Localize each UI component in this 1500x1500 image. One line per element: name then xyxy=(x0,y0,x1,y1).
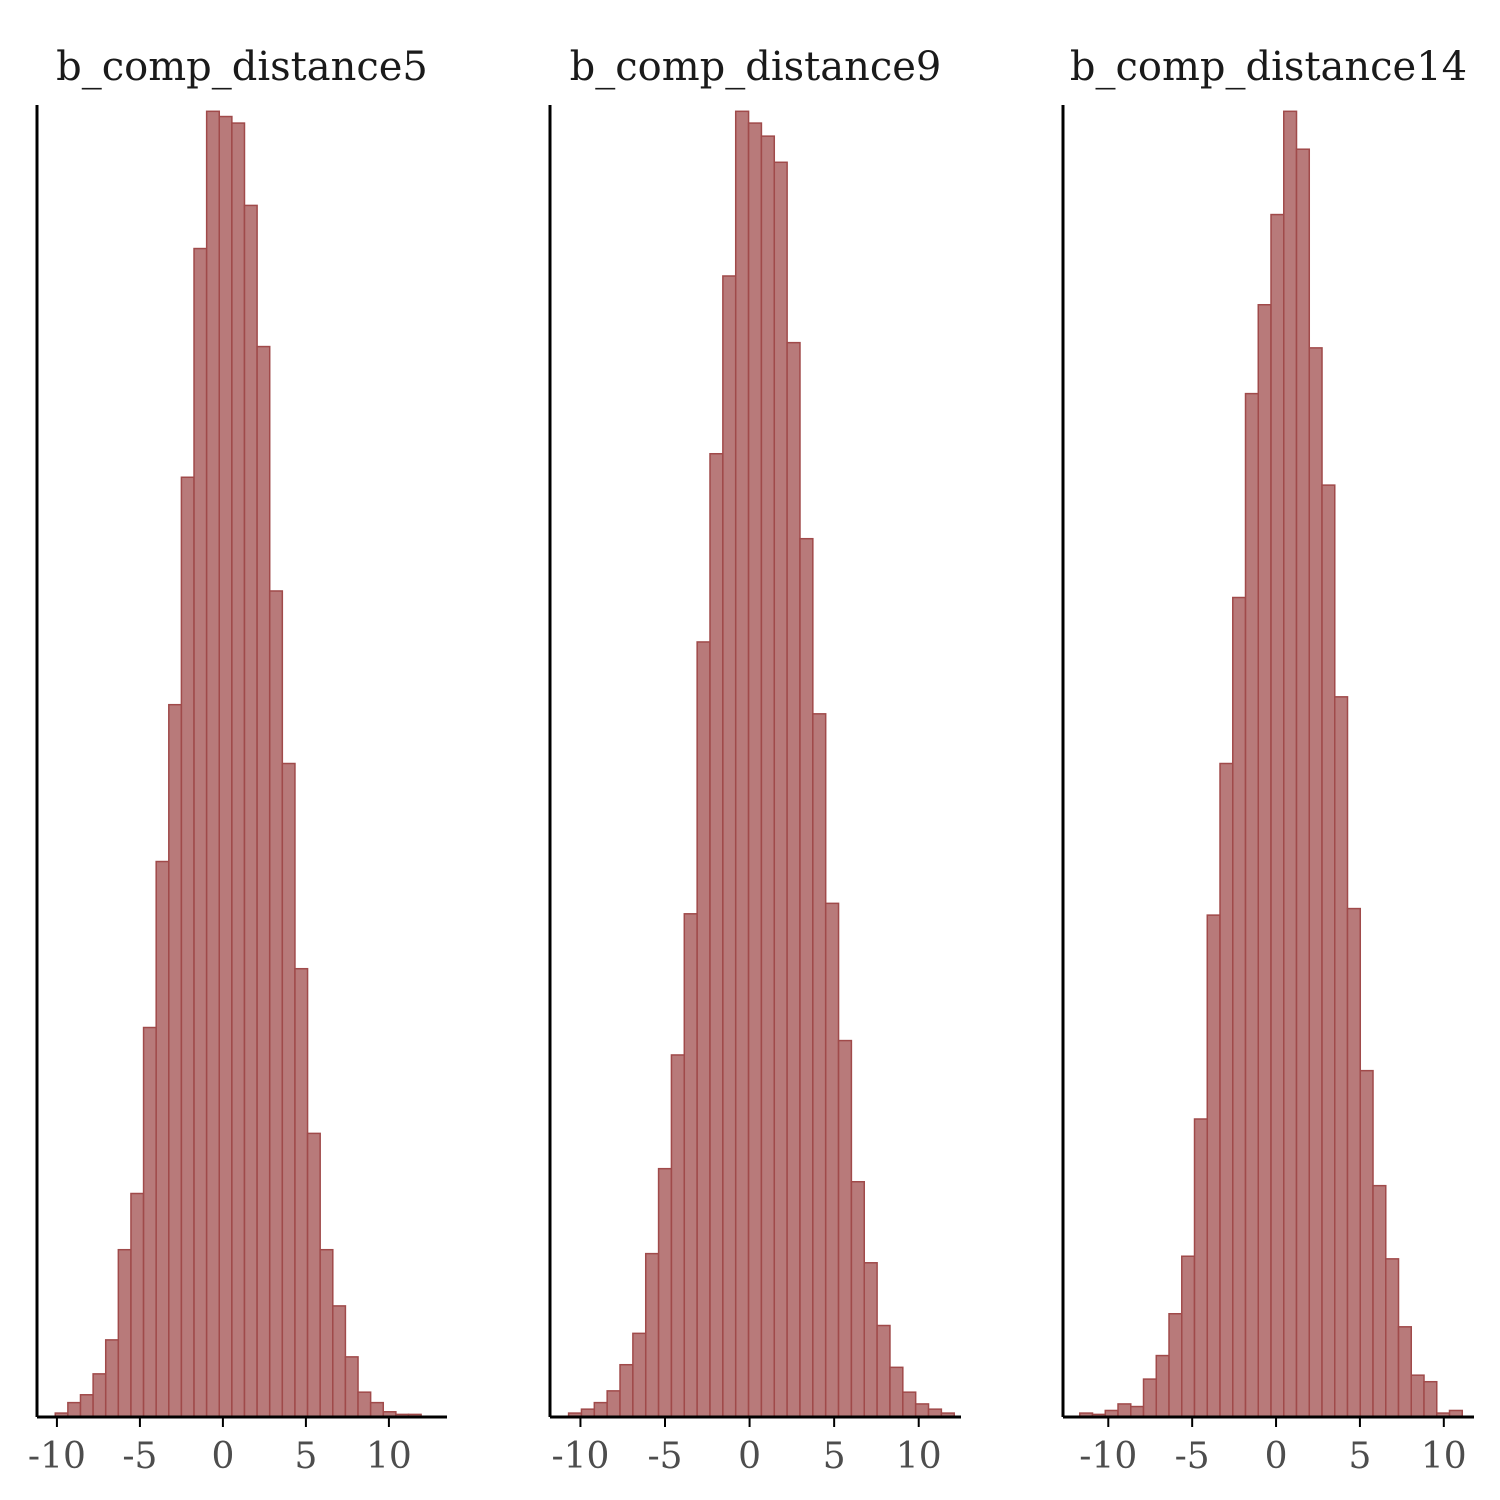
histogram-panel: b_comp_distance5 -10 -5 0 5 10 xyxy=(28,44,447,1477)
histogram-bar xyxy=(369,1401,385,1418)
histogram-bar xyxy=(1257,303,1272,1418)
x-tick-label: 5 xyxy=(823,1436,846,1477)
x-tick-label: -5 xyxy=(122,1436,157,1477)
histogram-bar xyxy=(773,161,788,1418)
histogram-bar xyxy=(850,1180,866,1418)
histogram-bar xyxy=(1346,907,1362,1418)
histogram-bar xyxy=(644,1252,660,1418)
histogram-bar xyxy=(760,135,776,1418)
histogram-bar xyxy=(306,1132,321,1418)
histogram-bar xyxy=(1334,696,1349,1418)
histogram-bar xyxy=(632,1332,647,1418)
histogram-bar xyxy=(180,476,195,1418)
x-tick-label: -10 xyxy=(551,1436,609,1477)
histogram-bar xyxy=(812,713,827,1418)
x-tick-label: -5 xyxy=(647,1436,682,1477)
histogram-bar xyxy=(1168,1312,1183,1418)
histogram-bar xyxy=(824,902,840,1418)
histogram-bar xyxy=(79,1394,94,1418)
histogram-bar xyxy=(709,452,724,1418)
histogram-bar xyxy=(1181,1255,1196,1418)
histogram-bar xyxy=(1397,1326,1413,1418)
x-tick-label: -10 xyxy=(28,1436,86,1477)
histogram-bar xyxy=(1117,1403,1132,1418)
histogram-bar xyxy=(1206,914,1221,1418)
histogram-bar xyxy=(593,1401,608,1418)
histogram-bar xyxy=(1308,347,1323,1418)
histogram-bar xyxy=(1142,1378,1158,1418)
histogram-bar xyxy=(606,1390,621,1418)
histogram-bar xyxy=(1155,1354,1170,1418)
histogram-bar xyxy=(734,110,750,1418)
histogram-panel: b_comp_distance14 -10 -5 0 5 10 xyxy=(1061,44,1474,1477)
panel-title: b_comp_distance9 xyxy=(570,44,942,90)
panel-title: b_comp_distance5 xyxy=(56,44,428,90)
histogram-bar xyxy=(268,590,284,1418)
histogram-bar xyxy=(1130,1405,1145,1418)
x-tick-label: 5 xyxy=(294,1436,317,1477)
x-tick-label: -5 xyxy=(1175,1436,1210,1477)
histogram-bar xyxy=(67,1401,82,1418)
histogram-bar xyxy=(876,1324,891,1418)
histogram-bar xyxy=(130,1192,145,1418)
histogram-bar xyxy=(1270,213,1285,1418)
histogram-bar xyxy=(344,1356,359,1418)
x-tick-label: -10 xyxy=(1079,1436,1137,1477)
x-tick-label: 5 xyxy=(1348,1436,1371,1477)
histogram-bar xyxy=(1232,596,1247,1418)
x-tick-label: 10 xyxy=(366,1436,412,1477)
x-tick-label: 10 xyxy=(1421,1436,1467,1477)
histogram-bar xyxy=(619,1363,634,1418)
histogram-bar xyxy=(142,1026,157,1418)
histogram-bar xyxy=(332,1305,347,1418)
histogram-bar xyxy=(117,1248,132,1418)
histogram-bar xyxy=(168,703,183,1418)
histogram-bar xyxy=(218,115,233,1418)
histogram-bar xyxy=(1219,762,1234,1418)
x-tick-label: 0 xyxy=(1265,1436,1288,1477)
panel-title: b_comp_distance14 xyxy=(1070,44,1467,90)
histogram-bar xyxy=(281,762,296,1418)
histogram-bar xyxy=(696,641,711,1418)
histogram-bar xyxy=(722,275,737,1418)
histogram-bar xyxy=(243,204,258,1418)
histogram-bar xyxy=(1359,1069,1374,1418)
histogram-bar xyxy=(786,341,801,1418)
histogram-bar xyxy=(863,1262,878,1418)
histogram-bar xyxy=(231,122,246,1418)
histogram-bar xyxy=(747,122,763,1418)
histogram-bar xyxy=(657,1167,673,1418)
histogram-bar xyxy=(683,913,698,1418)
histogram-bar xyxy=(799,537,814,1418)
histogram-bar xyxy=(1283,110,1298,1418)
histogram-bar xyxy=(155,860,170,1418)
histogram-bar xyxy=(889,1366,904,1418)
histogram-bar xyxy=(256,345,271,1418)
histogram-bar xyxy=(357,1391,372,1418)
histogram-bar xyxy=(670,1054,686,1418)
histogram-bar xyxy=(1244,392,1260,1418)
x-tick-label: 10 xyxy=(896,1436,942,1477)
histogram-bar xyxy=(1385,1258,1400,1418)
histogram-bar xyxy=(1193,1118,1209,1418)
x-tick-label: 0 xyxy=(211,1436,234,1477)
histogram-bar xyxy=(1423,1380,1438,1418)
histogram-bar xyxy=(1295,148,1311,1418)
histogram-bar xyxy=(1321,484,1336,1418)
histogram-bar xyxy=(205,110,221,1418)
histogram-panel: b_comp_distance9 -10 -5 0 5 10 xyxy=(548,44,961,1477)
histogram-bar xyxy=(902,1391,917,1418)
histogram-bar xyxy=(914,1403,930,1418)
histogram-bar xyxy=(1372,1184,1387,1418)
histogram-bar xyxy=(92,1373,107,1418)
histogram-bar xyxy=(193,247,208,1418)
histogram-bar xyxy=(837,1039,853,1418)
histogram-bar xyxy=(1410,1374,1425,1418)
histogram-bar xyxy=(104,1339,120,1418)
histogram-bar xyxy=(294,967,309,1418)
histogram-bar xyxy=(319,1248,334,1418)
x-tick-label: 0 xyxy=(738,1436,761,1477)
